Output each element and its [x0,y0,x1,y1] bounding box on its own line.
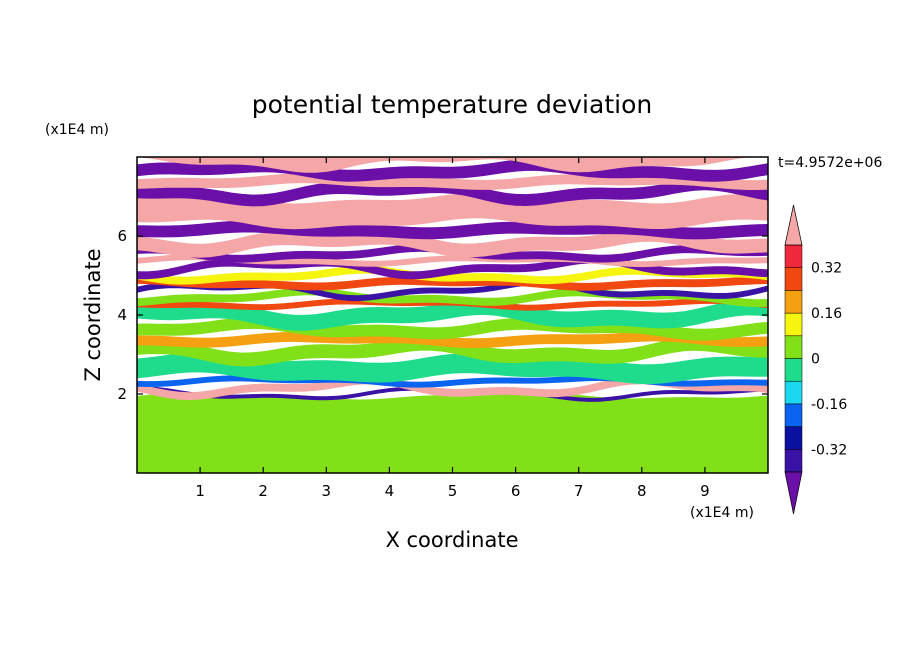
colorbar-segment [784,426,803,450]
contour-band [137,386,768,402]
chart-title: potential temperature deviation [252,90,652,119]
contour-band [137,376,768,401]
colorbar-tick-label: 0.16 [811,306,842,322]
colorbar-segment [784,290,803,314]
contour-band [137,275,768,291]
colorbar-segment [784,267,803,291]
colorbar-segment [784,358,803,382]
y-tick-label: 6 [117,227,127,245]
x-tick-label: 4 [385,482,395,500]
colorbar-tick-label: 0.32 [811,261,842,277]
x-tick-label: 1 [195,482,205,500]
colorbar-segment [784,244,803,268]
colorbar-extend-bottom [784,471,803,515]
colorbar: 0.32 0.16 0 -0.16 -0.32 [784,204,847,515]
x-tick-label: 2 [258,482,268,500]
colorbar-tick-label: -0.32 [811,442,847,458]
contour-band [137,178,768,207]
contour-band [137,265,768,285]
contour-band [137,192,768,230]
y-tick-label: 4 [117,306,127,324]
colorbar-extend-top [784,204,803,246]
x-tick-label: 6 [511,482,521,500]
colorbar-segment [784,403,803,427]
x-tick-label: 5 [448,482,458,500]
contour-band [137,336,768,367]
time-label: t=4.9572e+06 [778,155,882,171]
y-unit-label: (x1E4 m) [45,122,109,138]
contour-plot-area [137,157,768,473]
x-axis: 1 2 3 4 5 6 7 8 9 [195,157,710,500]
x-tick-label: 9 [700,482,710,500]
colorbar-segment [784,335,803,359]
x-tick-label: 3 [322,482,332,500]
colorbar-segment [784,449,803,473]
contour-band [137,392,768,473]
x-tick-label: 7 [574,482,584,500]
x-unit-label: (x1E4 m) [690,505,754,521]
colorbar-segment [784,380,803,405]
contour-band [137,352,768,384]
contour-band [137,297,768,311]
y-axis: 2 4 6 [117,227,768,403]
colorbar-tick-label: -0.16 [811,397,847,413]
contour-band [137,299,768,331]
x-axis-label: X coordinate [385,528,518,552]
contour-band [137,157,754,173]
x-tick-label: 8 [637,482,647,500]
contour-band [137,331,768,349]
colorbar-tick-label: 0 [811,352,820,368]
colorbar-segment [784,312,803,337]
y-axis-label: Z coordinate [81,248,105,381]
y-tick-label: 2 [117,385,127,403]
contour-band [137,254,768,268]
